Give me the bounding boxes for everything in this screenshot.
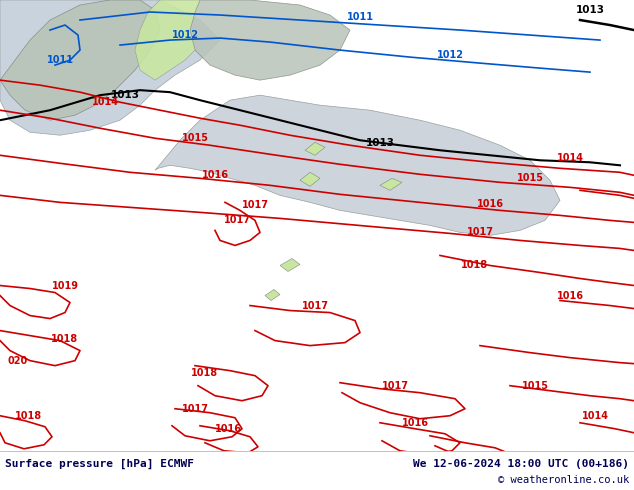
Text: 1018: 1018 — [51, 334, 79, 343]
Text: 1016: 1016 — [202, 171, 228, 180]
Polygon shape — [305, 142, 325, 155]
Text: 1016: 1016 — [557, 291, 583, 300]
Text: 1015: 1015 — [181, 133, 209, 143]
Polygon shape — [0, 0, 220, 135]
Text: Surface pressure [hPa] ECMWF: Surface pressure [hPa] ECMWF — [5, 459, 194, 469]
Text: 1017: 1017 — [242, 200, 269, 210]
Polygon shape — [280, 258, 300, 271]
Polygon shape — [265, 290, 280, 300]
Text: 1017: 1017 — [467, 227, 493, 238]
Text: 1019: 1019 — [51, 280, 79, 291]
Text: We 12-06-2024 18:00 UTC (00+186): We 12-06-2024 18:00 UTC (00+186) — [413, 459, 629, 469]
Text: 1014: 1014 — [557, 153, 583, 163]
Text: 1017: 1017 — [181, 404, 209, 414]
Text: 1018: 1018 — [15, 411, 42, 421]
Text: 1014: 1014 — [581, 411, 609, 421]
Text: 1011: 1011 — [347, 12, 373, 22]
Text: 1012: 1012 — [172, 30, 198, 40]
Text: © weatheronline.co.uk: © weatheronline.co.uk — [498, 475, 629, 485]
Polygon shape — [300, 172, 320, 186]
Polygon shape — [155, 95, 560, 235]
Text: 1012: 1012 — [436, 50, 463, 60]
Text: 1017: 1017 — [382, 381, 408, 391]
Text: 1011: 1011 — [46, 55, 74, 65]
Polygon shape — [190, 0, 350, 80]
Text: 1016: 1016 — [401, 418, 429, 428]
Text: 1013: 1013 — [365, 138, 394, 148]
Text: 1014: 1014 — [91, 97, 119, 107]
Text: 1017: 1017 — [302, 300, 328, 311]
Text: 1018: 1018 — [191, 368, 219, 378]
Polygon shape — [0, 0, 160, 120]
Text: 1018: 1018 — [462, 261, 489, 270]
Polygon shape — [135, 0, 200, 80]
Polygon shape — [380, 178, 402, 190]
Text: 1016: 1016 — [477, 199, 503, 209]
Text: 1013: 1013 — [576, 5, 604, 15]
Text: 1013: 1013 — [110, 90, 139, 100]
Text: 1016: 1016 — [214, 424, 242, 434]
Text: 020: 020 — [8, 356, 29, 366]
Text: 1017: 1017 — [224, 216, 250, 225]
Text: 1015: 1015 — [522, 381, 548, 391]
Text: 1015: 1015 — [517, 173, 543, 183]
